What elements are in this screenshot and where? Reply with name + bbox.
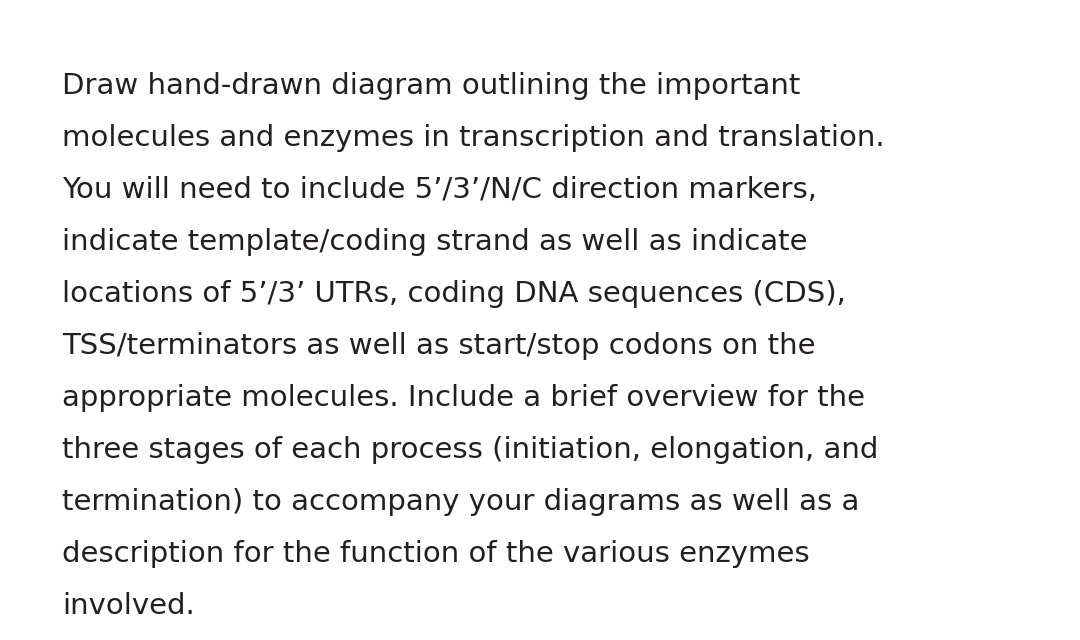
Text: involved.: involved. <box>62 592 194 620</box>
Text: termination) to accompany your diagrams as well as a: termination) to accompany your diagrams … <box>62 488 860 516</box>
Text: appropriate molecules. Include a brief overview for the: appropriate molecules. Include a brief o… <box>62 384 865 412</box>
Text: three stages of each process (initiation, elongation, and: three stages of each process (initiation… <box>62 436 878 464</box>
Text: Draw hand-drawn diagram outlining the important: Draw hand-drawn diagram outlining the im… <box>62 72 800 100</box>
Text: molecules and enzymes in transcription and translation.: molecules and enzymes in transcription a… <box>62 124 885 152</box>
Text: indicate template/coding strand as well as indicate: indicate template/coding strand as well … <box>62 228 808 256</box>
Text: locations of 5’/3’ UTRs, coding DNA sequences (CDS),: locations of 5’/3’ UTRs, coding DNA sequ… <box>62 280 846 308</box>
Text: TSS/terminators as well as start/stop codons on the: TSS/terminators as well as start/stop co… <box>62 332 815 360</box>
Text: description for the function of the various enzymes: description for the function of the vari… <box>62 540 810 568</box>
Text: You will need to include 5’/3’/N/C direction markers,: You will need to include 5’/3’/N/C direc… <box>62 176 816 204</box>
